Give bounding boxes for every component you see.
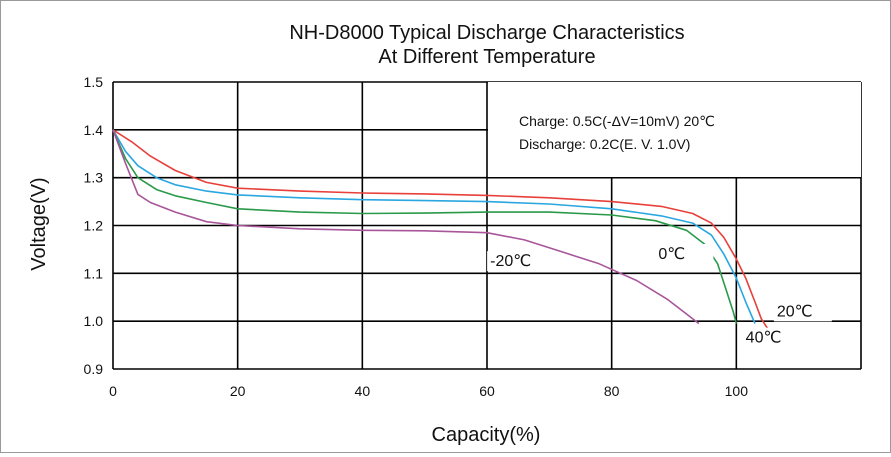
series-label: 0℃ bbox=[658, 246, 685, 263]
x-tick-label: 80 bbox=[604, 383, 620, 399]
x-tick-label: 40 bbox=[355, 383, 371, 399]
series-label-bg bbox=[773, 301, 832, 322]
tick-labels: 0.9 1.0 1.1 1.2 1.3 1.4 1.5 0 20 40 60 80 100 bbox=[84, 74, 749, 399]
x-tick-label: 0 bbox=[109, 383, 117, 399]
series-label: -20℃ bbox=[490, 253, 531, 270]
series-lines bbox=[112, 129, 769, 329]
series-labels: -20℃ 0℃ 20℃ 40℃ bbox=[487, 243, 832, 348]
x-tick-label: 100 bbox=[725, 383, 749, 399]
chart-title: NH-D8000 Typical Discharge Characteristi… bbox=[289, 22, 684, 44]
series-line-40C bbox=[112, 129, 756, 324]
series-line--20C bbox=[112, 129, 700, 325]
series-line-20C bbox=[112, 129, 769, 329]
series-label-bg bbox=[487, 251, 546, 272]
y-tick-label: 1.4 bbox=[84, 122, 104, 138]
discharge-annotation: Discharge: 0.2C(E. V. 1.0V) bbox=[519, 136, 690, 152]
y-axis-label: Voltage(V) bbox=[28, 177, 50, 270]
annotation-box bbox=[488, 82, 861, 177]
x-axis-label: Capacity(%) bbox=[432, 424, 541, 446]
y-tick-label: 1.3 bbox=[84, 170, 104, 186]
charge-annotation: Charge: 0.5C(-ΔV=10mV) 20℃ bbox=[519, 113, 715, 129]
y-tick-label: 1.2 bbox=[84, 218, 104, 234]
y-tick-label: 1.5 bbox=[84, 74, 104, 90]
chart-subtitle: At Different Temperature bbox=[378, 46, 595, 68]
series-label-bg bbox=[742, 327, 801, 348]
x-tick-label: 60 bbox=[479, 383, 495, 399]
series-label: 40℃ bbox=[746, 330, 782, 347]
y-tick-label: 1.1 bbox=[84, 265, 104, 281]
series-label-bg bbox=[655, 243, 714, 264]
series-label: 20℃ bbox=[777, 303, 813, 320]
y-tick-label: 0.9 bbox=[84, 361, 104, 377]
y-tick-label: 1.0 bbox=[84, 313, 104, 329]
x-tick-label: 20 bbox=[230, 383, 246, 399]
series-line-0C bbox=[112, 129, 738, 324]
